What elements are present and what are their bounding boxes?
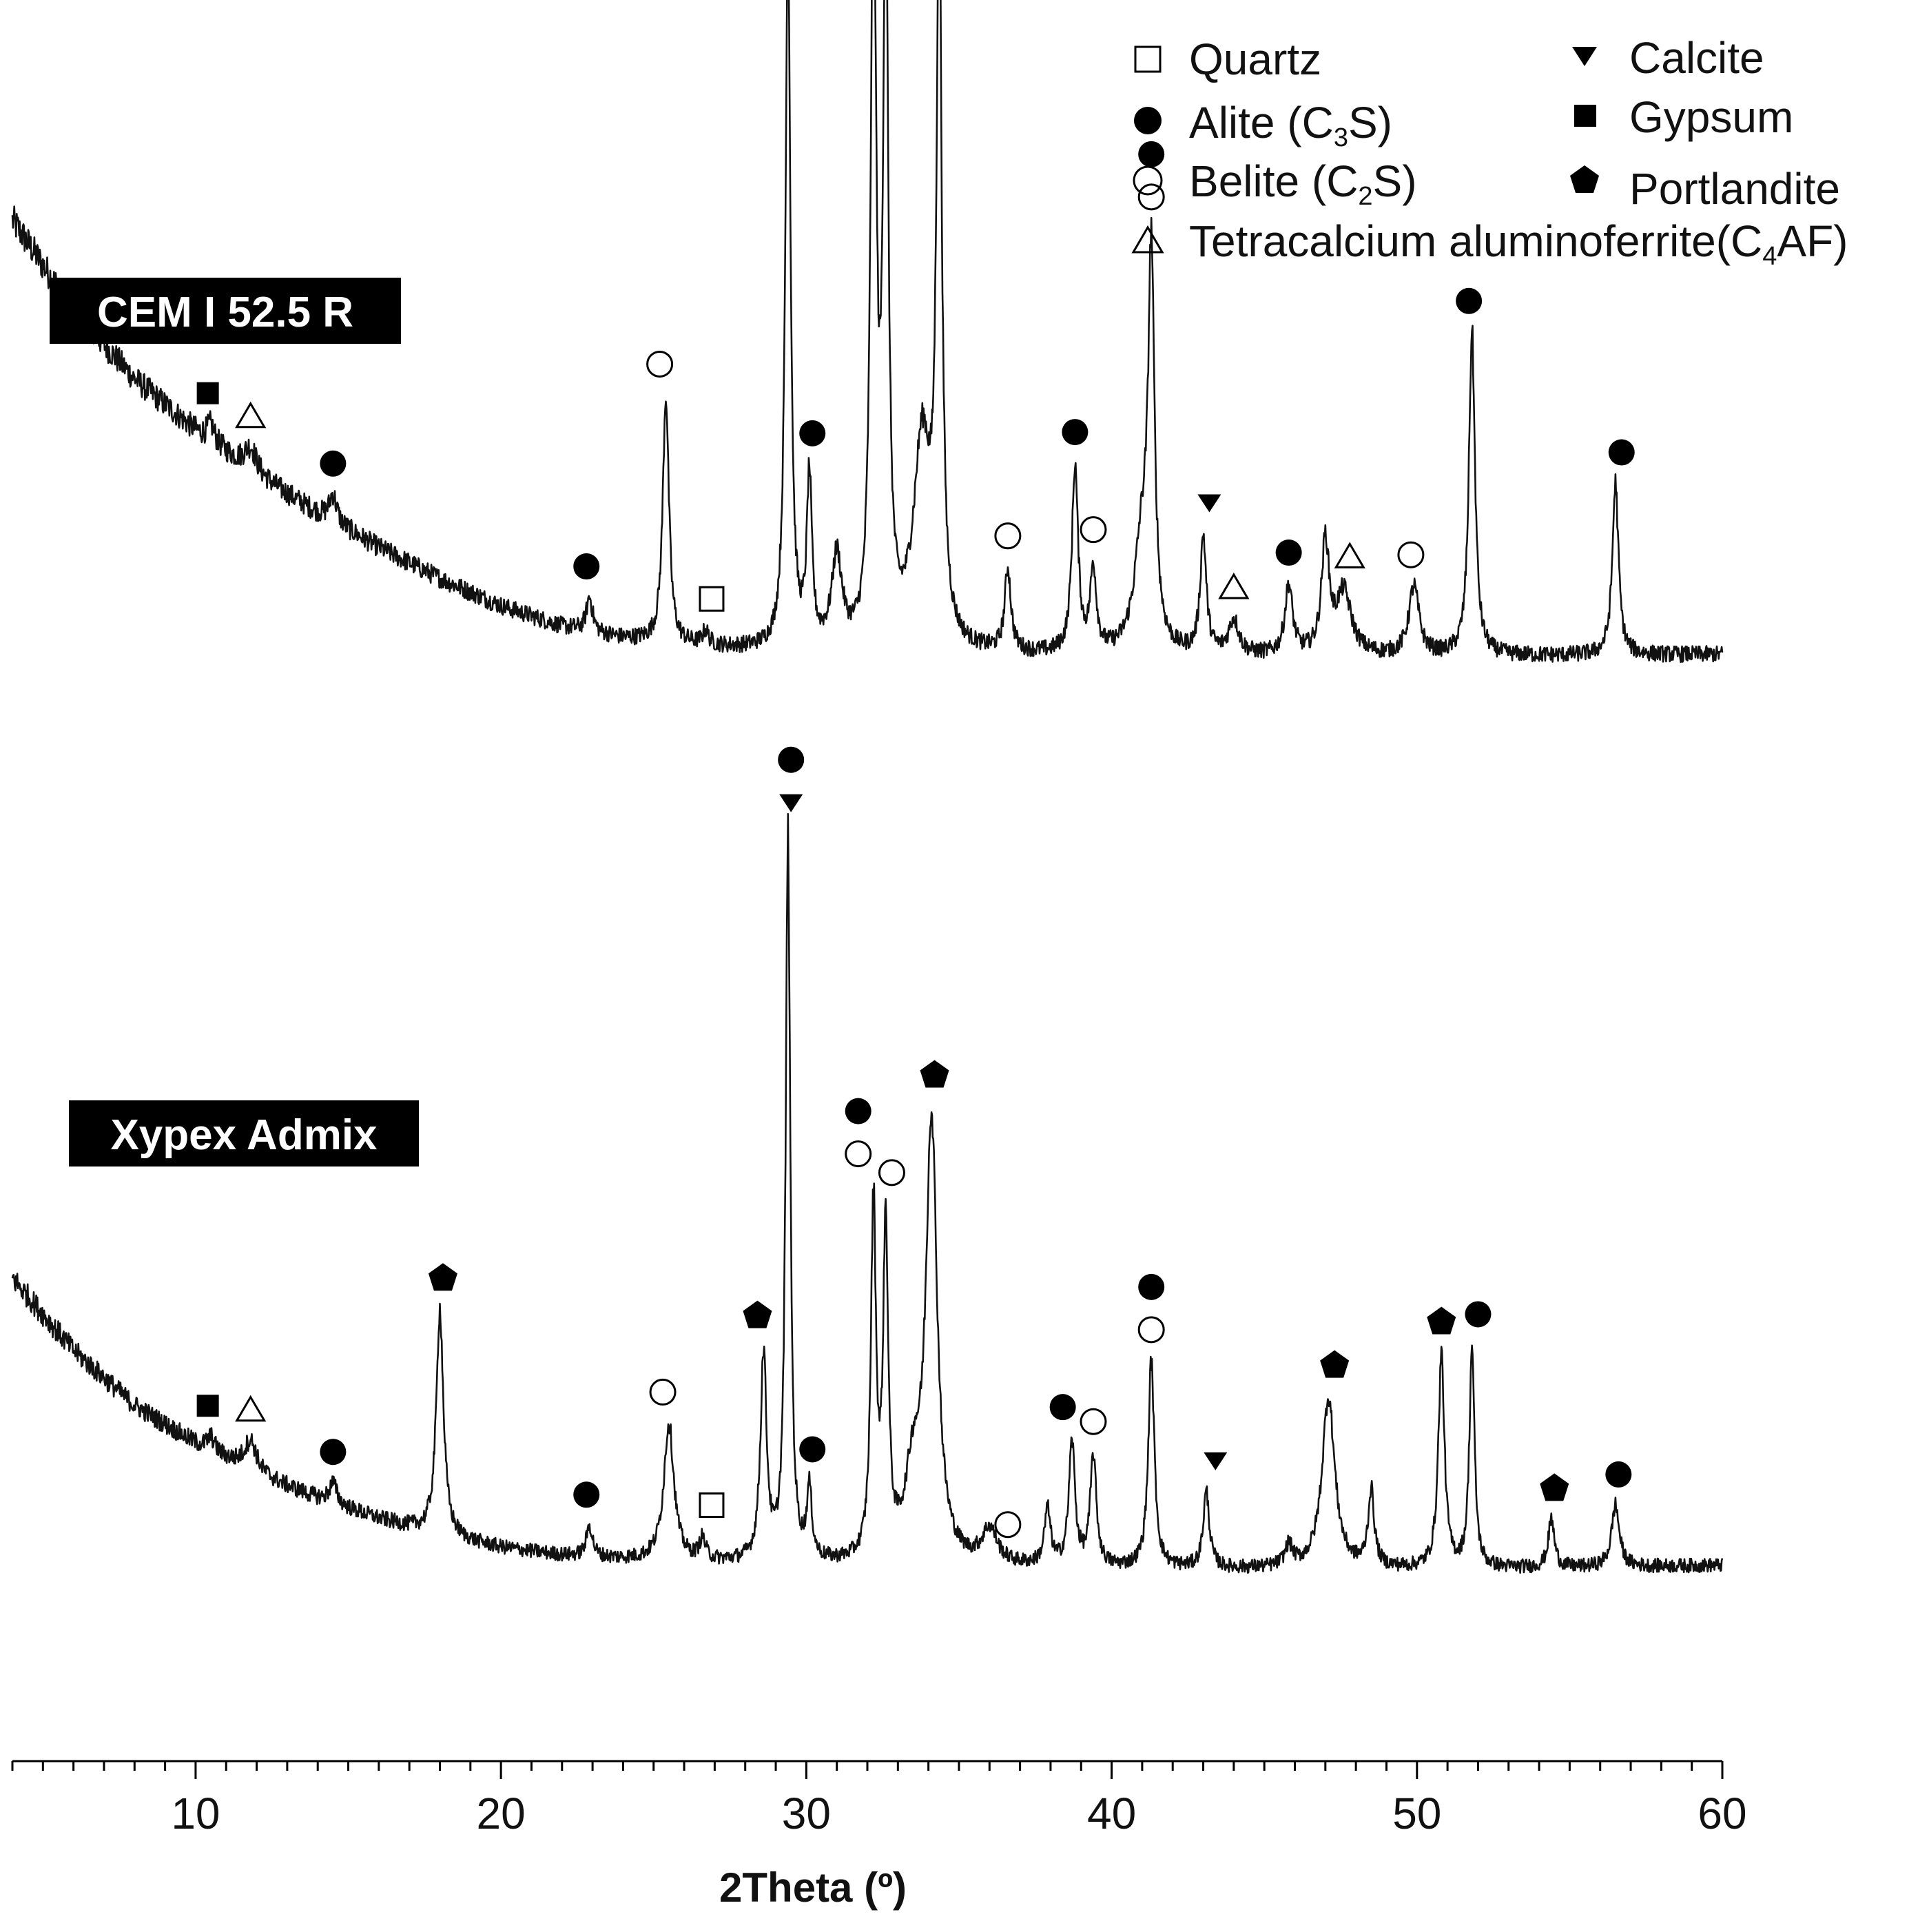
legend-item-portlandite: Portlandite (1570, 164, 1840, 214)
x-tick-label: 60 (1698, 1789, 1746, 1838)
marker-calcite (1204, 1452, 1228, 1470)
marker-alite (1605, 1461, 1632, 1488)
x-axis-title: 2Theta (º) (719, 1864, 907, 1911)
marker-c4af (235, 401, 267, 429)
marker-belite (1137, 1316, 1165, 1344)
legend-belite-icon (1133, 165, 1163, 196)
marker-gypsum (196, 382, 219, 404)
marker-alite (1608, 439, 1635, 466)
series-line-xypex (11, 813, 1724, 1574)
marker-alite (573, 1481, 600, 1508)
legend-item-quartz: Quartz (1134, 34, 1321, 84)
legend-item-alite: Alite (C3S) (1134, 98, 1392, 152)
legend-alite-icon (1134, 107, 1162, 134)
marker-c4af (1334, 542, 1365, 568)
marker-portlandite (1540, 1473, 1569, 1501)
legend-c4af-icon (1131, 225, 1164, 254)
marker-alite (320, 1439, 347, 1466)
legend-gypsum-label: Gypsum (1629, 92, 1793, 142)
sample-label-cem-bg (50, 278, 401, 344)
sample-label-xypex-bg (69, 1100, 419, 1167)
sample-label-xypex: Xypex Admix (69, 1100, 419, 1167)
marker-belite (1137, 183, 1165, 211)
series-line-cem (11, 0, 1724, 664)
marker-belite (994, 1511, 1022, 1539)
legend-item-belite: Belite (C2S) (1133, 156, 1417, 211)
marker-calcite (1197, 494, 1221, 513)
legend-quartz-label: Quartz (1189, 34, 1321, 84)
marker-gypsum (196, 1395, 219, 1417)
x-tick-label: 30 (782, 1789, 831, 1838)
marker-portlandite (920, 1060, 949, 1088)
legend-c4af-label: Tetracalcium aluminoferrite(C4AF) (1189, 216, 1848, 271)
legend-belite-label: Belite (C2S) (1189, 156, 1417, 211)
legend-item-calcite: Calcite (1572, 33, 1764, 83)
legend-item-c4af: Tetracalcium aluminoferrite(C4AF) (1131, 216, 1848, 271)
marker-alite (845, 1098, 871, 1124)
x-tick-label: 10 (171, 1789, 220, 1838)
marker-belite (1080, 1408, 1107, 1435)
marker-belite (1397, 541, 1425, 568)
marker-portlandite (1427, 1306, 1456, 1335)
marker-alite (778, 746, 805, 773)
sample-label-cem-text: CEM I 52.5 R (97, 289, 353, 336)
marker-alite (799, 420, 826, 446)
legend-gypsum-icon (1574, 105, 1596, 127)
marker-alite (573, 553, 600, 580)
marker-alite (1456, 287, 1483, 314)
legend-quartz-icon (1134, 45, 1162, 73)
marker-c4af (1218, 573, 1250, 599)
x-tick-label: 50 (1392, 1789, 1441, 1838)
legend-portlandite-label: Portlandite (1629, 164, 1840, 214)
marker-c4af (235, 1395, 267, 1422)
marker-alite (1138, 1273, 1165, 1300)
marker-alite (1062, 419, 1089, 446)
legend-item-gypsum: Gypsum (1574, 92, 1793, 142)
marker-alite (1465, 1301, 1492, 1328)
x-axis: 10 20 30 40 50 60 (11, 1760, 1747, 1838)
marker-belite (646, 350, 674, 378)
sample-label-cem: CEM I 52.5 R (50, 278, 401, 344)
phase-markers (196, 141, 1635, 1539)
x-tick-label: 40 (1087, 1789, 1136, 1838)
marker-belite (845, 1140, 872, 1168)
legend: Quartz Alite (C3S) Belite (C2S) Tetracal… (1131, 33, 1848, 271)
marker-belite (994, 522, 1022, 550)
marker-alite (1275, 539, 1302, 566)
marker-alite (1138, 141, 1165, 167)
marker-portlandite (743, 1300, 772, 1328)
sample-label-xypex-text: Xypex Admix (110, 1111, 378, 1159)
marker-belite (1080, 516, 1107, 544)
marker-quartz (699, 1492, 725, 1519)
marker-alite (799, 1436, 826, 1463)
pattern-lines (11, 0, 1724, 1574)
marker-belite (878, 1159, 905, 1186)
legend-alite-label: Alite (C3S) (1189, 98, 1392, 152)
marker-portlandite (1320, 1350, 1350, 1378)
marker-belite (649, 1378, 677, 1406)
marker-alite (1049, 1394, 1076, 1421)
legend-calcite-label: Calcite (1629, 33, 1764, 83)
x-tick-label: 20 (477, 1789, 526, 1838)
marker-alite (320, 450, 347, 477)
marker-calcite (779, 794, 803, 812)
marker-portlandite (428, 1263, 457, 1291)
legend-calcite-icon (1572, 47, 1597, 66)
marker-quartz (699, 586, 725, 612)
legend-portlandite-icon (1570, 165, 1599, 193)
